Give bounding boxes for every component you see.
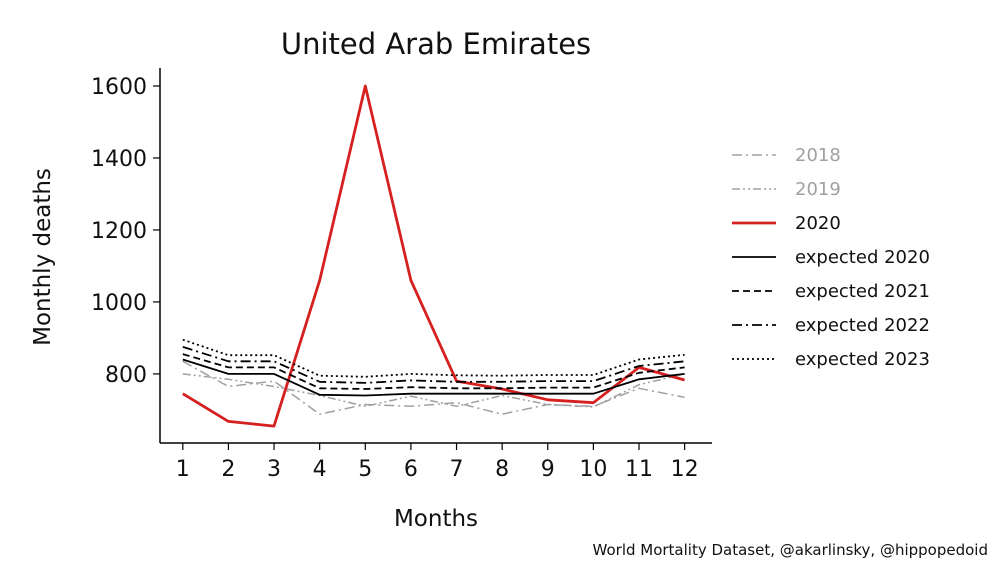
legend-label-4: expected 2021: [795, 281, 930, 302]
x-tick-label: 9: [541, 457, 555, 482]
y-axis-label: Monthly deaths: [30, 168, 56, 346]
y-tick-label: 1000: [91, 291, 147, 316]
x-tick-label: 10: [579, 457, 607, 482]
series-line-2: [182, 84, 685, 428]
credit-text: World Mortality Dataset, @akarlinsky, @h…: [593, 541, 988, 559]
x-tick-label: 7: [450, 457, 464, 482]
x-tick-label: 12: [671, 457, 699, 482]
legend-label-6: expected 2023: [795, 349, 930, 370]
x-tick-label: 8: [495, 457, 509, 482]
legend-label-2: 2020: [795, 213, 841, 234]
chart-title: United Arab Emirates: [281, 27, 591, 61]
x-tick-label: 4: [313, 457, 327, 482]
series-line-0: [182, 360, 685, 415]
x-tick-label: 5: [358, 457, 372, 482]
legend: 2018 2019 2020 expected 2020 expected 2021 ex…: [732, 145, 930, 370]
x-tick-label: 6: [404, 457, 418, 482]
legend-label-0: 2018: [795, 145, 841, 166]
x-tick-label: 3: [267, 457, 281, 482]
legend-label-1: 2019: [795, 179, 841, 200]
series-line-3: [182, 358, 685, 397]
series-line-6: [182, 338, 685, 378]
series-line-4: [182, 353, 685, 390]
y-tick-label: 1400: [91, 147, 147, 172]
series-line-5: [182, 346, 685, 384]
x-axis-label: Months: [394, 506, 478, 532]
x-tick-label: 2: [221, 457, 235, 482]
y-tick-label: 1600: [91, 75, 147, 100]
y-tick-label: 1200: [91, 219, 147, 244]
x-tick-label: 11: [625, 457, 653, 482]
legend-label-3: expected 2020: [795, 247, 930, 268]
y-tick-label: 800: [105, 363, 147, 388]
x-tick-label: 1: [176, 457, 190, 482]
series-line-1: [182, 373, 685, 408]
legend-label-5: expected 2022: [795, 315, 930, 336]
